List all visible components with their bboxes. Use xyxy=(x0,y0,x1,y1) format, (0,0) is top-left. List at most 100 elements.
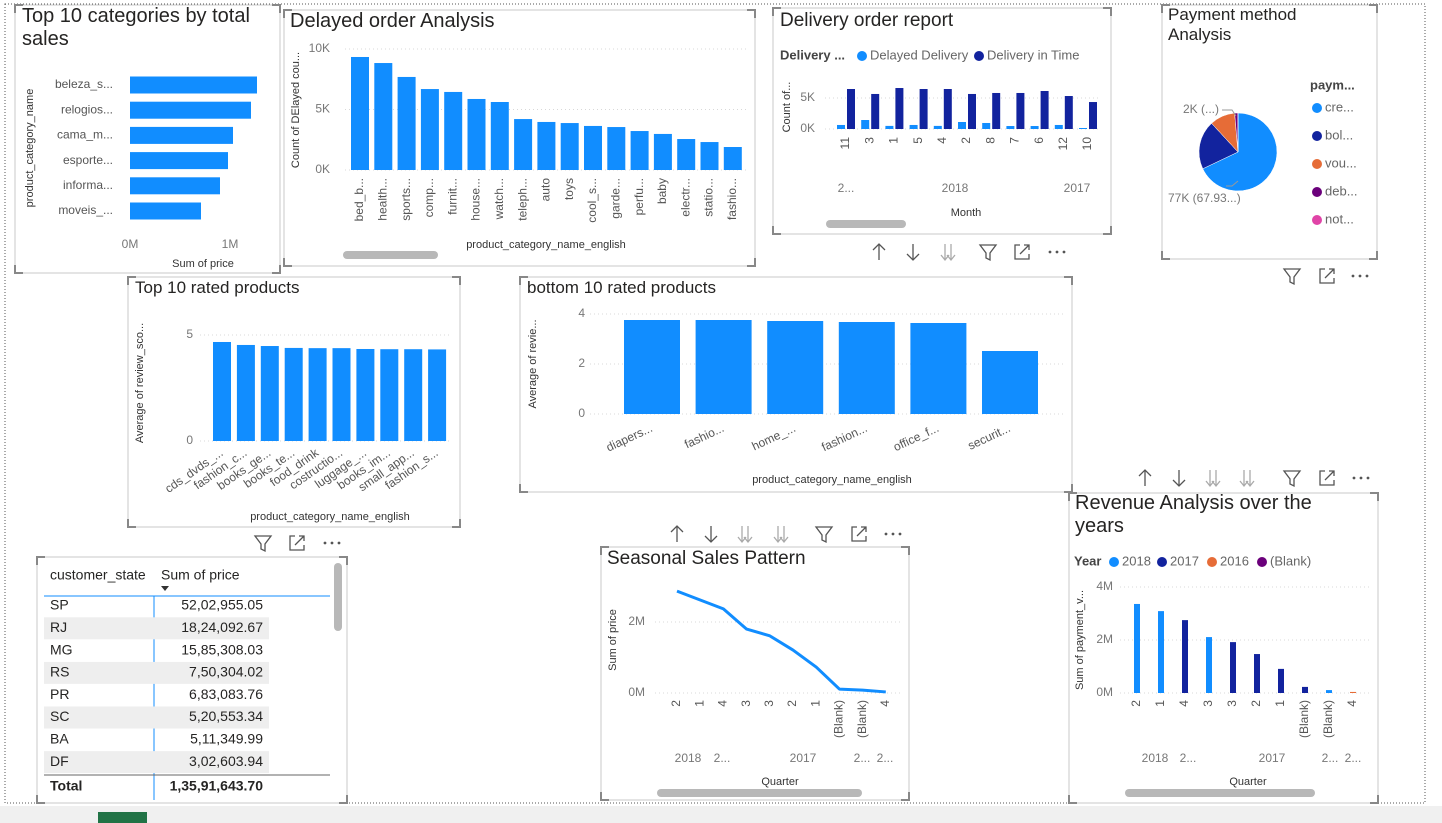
resize-handle[interactable] xyxy=(339,556,348,565)
bar[interactable] xyxy=(213,341,231,441)
bar[interactable] xyxy=(885,125,894,129)
icon-filter[interactable] xyxy=(253,535,273,553)
resize-handle[interactable] xyxy=(127,276,136,285)
bar[interactable] xyxy=(653,133,672,170)
icon-part[interactable] xyxy=(253,535,273,553)
bar[interactable] xyxy=(1326,690,1332,693)
bar[interactable] xyxy=(861,120,870,129)
bar[interactable] xyxy=(909,124,918,129)
icon-part[interactable] xyxy=(323,541,327,545)
legend-label[interactable]: 2018 xyxy=(1122,553,1151,568)
pie-slice[interactable] xyxy=(1202,112,1278,192)
icon-drill[interactable] xyxy=(940,244,956,262)
bar[interactable] xyxy=(374,63,393,171)
icon-down[interactable] xyxy=(1172,470,1186,487)
scrollbar-thumb[interactable] xyxy=(343,251,438,259)
icon-filter[interactable] xyxy=(978,244,998,262)
pie-slice[interactable] xyxy=(1198,122,1239,170)
icon-part[interactable] xyxy=(1138,469,1152,477)
icon-part[interactable] xyxy=(884,532,888,536)
bar[interactable] xyxy=(380,349,399,441)
icon-filter[interactable] xyxy=(814,526,834,544)
bar[interactable] xyxy=(1350,691,1356,693)
icon-part[interactable] xyxy=(743,536,753,544)
legend-label[interactable]: deb... xyxy=(1325,183,1358,198)
column-header[interactable]: customer_state xyxy=(50,567,146,583)
resize-handle[interactable] xyxy=(1103,7,1112,16)
icon-more[interactable] xyxy=(1351,274,1369,278)
bar[interactable] xyxy=(1230,642,1236,693)
bar[interactable] xyxy=(1182,620,1188,693)
bar[interactable] xyxy=(700,142,719,170)
icon-part[interactable] xyxy=(978,244,998,262)
scrollbar-thumb[interactable] xyxy=(657,789,862,797)
legend-label[interactable]: cre... xyxy=(1325,99,1354,114)
bar[interactable] xyxy=(1064,96,1073,129)
icon-part[interactable] xyxy=(1014,244,1030,260)
icon-part[interactable] xyxy=(779,536,789,544)
bar[interactable] xyxy=(958,121,966,129)
legend-label[interactable]: Delayed Delivery xyxy=(870,47,969,62)
icon-part[interactable] xyxy=(330,541,334,545)
bar[interactable] xyxy=(236,344,255,441)
bar[interactable] xyxy=(1040,90,1049,129)
icon-part[interactable] xyxy=(1019,244,1030,255)
bar[interactable] xyxy=(919,89,928,129)
resize-handle[interactable] xyxy=(1103,226,1112,235)
bar[interactable] xyxy=(1030,126,1039,129)
icon-part[interactable] xyxy=(1062,250,1066,254)
bar[interactable] xyxy=(943,89,952,129)
icon-more[interactable] xyxy=(884,532,902,536)
bar[interactable] xyxy=(397,76,416,170)
bar[interactable] xyxy=(444,91,463,170)
resize-handle[interactable] xyxy=(1161,4,1170,13)
icon-part[interactable] xyxy=(872,243,886,251)
bar[interactable] xyxy=(933,125,942,129)
icon-part[interactable] xyxy=(1245,480,1255,488)
resize-handle[interactable] xyxy=(600,792,609,801)
scrollbar-thumb[interactable] xyxy=(334,563,342,631)
bar[interactable] xyxy=(1206,637,1212,693)
bar[interactable] xyxy=(723,147,742,170)
icon-up[interactable] xyxy=(872,243,886,260)
icon-part[interactable] xyxy=(1211,480,1221,488)
icon-part[interactable] xyxy=(1365,274,1369,278)
icon-drill[interactable] xyxy=(1205,470,1221,488)
icon-part[interactable] xyxy=(1055,250,1059,254)
resize-handle[interactable] xyxy=(772,7,781,16)
icon-part[interactable] xyxy=(704,535,718,543)
bar[interactable] xyxy=(130,202,201,220)
icon-part[interactable] xyxy=(1358,274,1362,278)
bar[interactable] xyxy=(1079,128,1087,129)
bar[interactable] xyxy=(767,321,824,414)
bar[interactable] xyxy=(1302,686,1308,693)
icon-down[interactable] xyxy=(704,526,718,543)
resize-handle[interactable] xyxy=(452,276,461,285)
icon-part[interactable] xyxy=(946,254,956,262)
resize-handle[interactable] xyxy=(519,484,528,493)
icon-part[interactable] xyxy=(1282,470,1302,488)
bar[interactable] xyxy=(1278,668,1284,693)
icon-expand[interactable] xyxy=(1014,244,1030,260)
bar[interactable] xyxy=(630,131,649,170)
icon-part[interactable] xyxy=(898,532,902,536)
icon-expand[interactable] xyxy=(1319,470,1335,486)
icon-part[interactable] xyxy=(1324,470,1335,481)
resize-handle[interactable] xyxy=(1068,795,1077,804)
bar[interactable] xyxy=(838,322,895,414)
bar[interactable] xyxy=(308,348,327,441)
resize-handle[interactable] xyxy=(452,519,461,528)
bar[interactable] xyxy=(910,323,967,414)
resize-handle[interactable] xyxy=(36,556,45,565)
icon-drill[interactable] xyxy=(737,526,753,544)
bar[interactable] xyxy=(1254,654,1260,693)
resize-handle[interactable] xyxy=(283,9,292,18)
resize-handle[interactable] xyxy=(772,226,781,235)
legend-label[interactable]: not... xyxy=(1325,211,1354,226)
page-tab[interactable] xyxy=(98,812,147,823)
bar[interactable] xyxy=(1016,92,1025,129)
legend-label[interactable]: vou... xyxy=(1325,155,1357,170)
icon-part[interactable] xyxy=(1319,268,1335,284)
bar[interactable] xyxy=(1158,611,1164,693)
icon-part[interactable] xyxy=(906,253,920,261)
